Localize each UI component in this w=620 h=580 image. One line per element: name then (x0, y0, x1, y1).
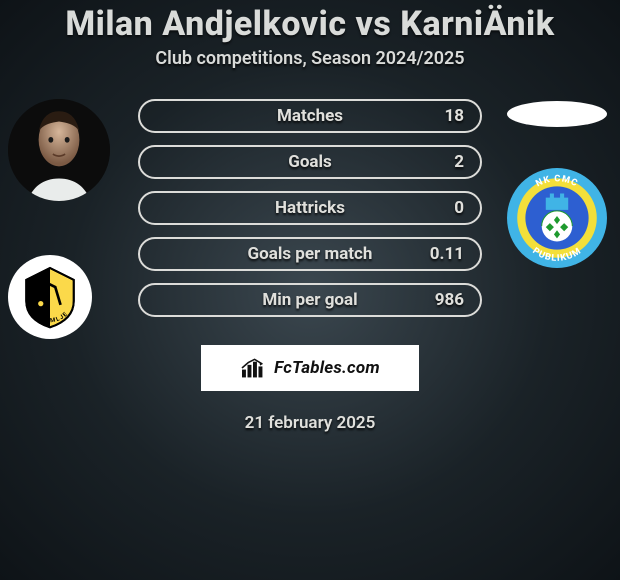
stat-row-goals: Goals 2 (138, 145, 482, 179)
branding-bar: FcTables.com (201, 345, 419, 391)
stat-rows: Matches 18 Goals 2 Hattricks 0 Goals per… (138, 99, 482, 317)
brand-chart-icon (240, 357, 266, 379)
stat-label: Goals per match (196, 244, 424, 264)
stat-value-right: 0.11 (424, 244, 464, 264)
stat-row-matches: Matches 18 (138, 99, 482, 133)
right-column: NK CMC PUBLIKUM (502, 99, 612, 269)
left-column: RADOMLJE (8, 99, 118, 339)
stat-value-right: 0 (424, 198, 464, 218)
stat-value-right: 18 (424, 106, 464, 126)
page-title: Milan Andjelkovic vs KarniÄnik (65, 4, 554, 44)
player-left-avatar (8, 99, 110, 201)
club-left-crest-icon: RADOMLJE (17, 264, 83, 330)
club-right-crest-icon: NK CMC PUBLIKUM (506, 167, 608, 269)
stat-row-hattricks: Hattricks 0 (138, 191, 482, 225)
stat-row-goals-per-match: Goals per match 0.11 (138, 237, 482, 271)
page-root: Milan Andjelkovic vs KarniÄnik Club comp… (0, 0, 620, 580)
club-left-crest: RADOMLJE (8, 255, 92, 339)
stat-label: Min per goal (196, 290, 424, 310)
player-right-avatar-placeholder (507, 101, 607, 127)
stat-value-right: 986 (424, 290, 464, 310)
page-subtitle: Club competitions, Season 2024/2025 (155, 48, 464, 69)
date-line: 21 february 2025 (0, 413, 620, 433)
brand-text: FcTables.com (274, 358, 380, 378)
stat-row-min-per-goal: Min per goal 986 (138, 283, 482, 317)
club-right-crest: NK CMC PUBLIKUM (506, 167, 608, 269)
stat-value-right: 2 (424, 152, 464, 172)
stat-label: Matches (196, 106, 424, 126)
stat-label: Goals (196, 152, 424, 172)
avatar-placeholder-icon (8, 99, 110, 201)
content-block: RADOMLJE (0, 99, 620, 433)
stat-label: Hattricks (196, 198, 424, 218)
